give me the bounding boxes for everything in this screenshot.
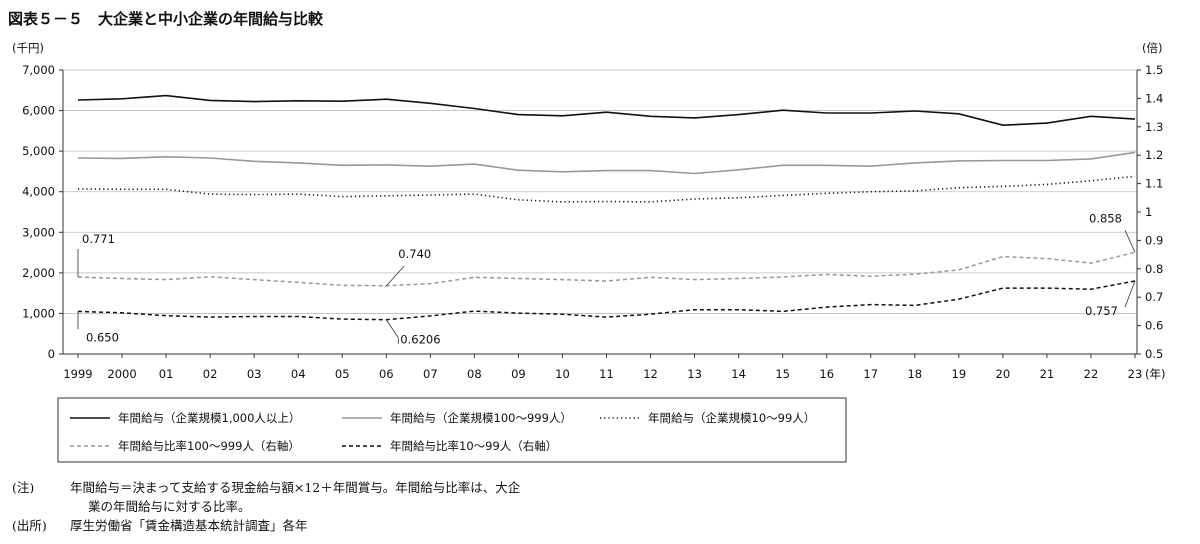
note-label: (注): [12, 480, 35, 495]
x-tick-label: 04: [291, 367, 306, 381]
legend-label-0: 年間給与（企業規模1,000人以上）: [118, 411, 300, 425]
grid-lines: [63, 69, 1137, 314]
y-right-tick-label: 1.2: [1145, 148, 1163, 162]
figure-title: 図表５－５ 大企業と中小企業の年間給与比較: [8, 10, 324, 28]
source-label: (出所): [12, 518, 47, 533]
y-left-tick-label: 0: [48, 347, 55, 361]
x-tick-label: 16: [819, 367, 834, 381]
annotation-label: 0.6206: [400, 333, 440, 347]
x-tick-label: 22: [1084, 367, 1099, 381]
x-tick-label: 17: [863, 367, 878, 381]
x-tick-label: 21: [1040, 367, 1055, 381]
source-text: 厚生労働省「賃金構造基本統計調査」各年: [70, 518, 308, 533]
annotation-leader: [1124, 280, 1136, 308]
y-right-tick-label: 0.5: [1145, 347, 1163, 361]
x-tick-label: 02: [203, 367, 218, 381]
y-right-tick-label: 1: [1145, 205, 1152, 219]
series-line-3: [77, 251, 1136, 287]
series-lines: [77, 94, 1136, 321]
notes: (注) 年間給与＝決まって支給する現金給与額×12＋年間賞与。年間給与比率は、大…: [12, 478, 520, 535]
annotation-leader: [385, 319, 399, 338]
x-tick-label: 09: [511, 367, 526, 381]
x-tick-label: 11: [599, 367, 614, 381]
x-tick-label: 10: [555, 367, 570, 381]
y-right-tick-label: 0.7: [1145, 290, 1163, 304]
note-line-2: 業の年間給与に対する比率。: [88, 499, 251, 514]
x-tick-label: 19: [952, 367, 967, 381]
legend-label-3: 年間給与比率100～999人（右軸）: [118, 439, 300, 453]
series-line-4: [77, 280, 1136, 321]
y-right-tick-label: 0.8: [1145, 262, 1163, 276]
y-left-tick-label: 1,000: [22, 306, 55, 320]
x-tick-label: 07: [423, 367, 438, 381]
axes: 0 1,000 2,000 3,000 4,000 5,000 6,000 7,000 0.5 0…: [12, 41, 1165, 381]
annotation-leader: [385, 265, 405, 287]
x-tick-label: 20: [996, 367, 1011, 381]
x-tick-label: 01: [159, 367, 174, 381]
y-left-tick-label: 2,000: [22, 266, 55, 280]
y-right-unit: (倍): [1142, 41, 1162, 55]
y-right-tick-label: 0.6: [1145, 319, 1163, 333]
x-tick-label: 1999: [63, 367, 92, 381]
y-right-tick-label: 1.3: [1145, 120, 1163, 134]
annotation-label: 0.650: [86, 330, 119, 344]
legend: 年間給与（企業規模1,000人以上） 年間給与（企業規模100～999人） 年間給与…: [57, 397, 847, 463]
series-line-1: [77, 151, 1136, 175]
y-right-tick-label: 1.5: [1145, 63, 1163, 77]
x-tick-label: 03: [247, 367, 262, 381]
x-tick-label: 18: [907, 367, 922, 381]
y-left-unit: (千円): [12, 41, 44, 55]
series-line-2: [77, 175, 1136, 203]
y-left-tick-label: 5,000: [22, 144, 55, 158]
y-right-tick-label: 1.4: [1145, 91, 1163, 105]
legend-label-2: 年間給与（企業規模10～99人）: [648, 411, 815, 425]
y-left-tick-label: 3,000: [22, 225, 55, 239]
annotation-label: 0.771: [82, 232, 115, 246]
x-tick-label: 13: [687, 367, 702, 381]
annotation-leader: [1124, 230, 1136, 253]
y-left-tick-label: 7,000: [22, 63, 55, 77]
x-tick-label: 15: [775, 367, 790, 381]
x-tick-label: 12: [643, 367, 658, 381]
legend-label-1: 年間給与（企業規模100～999人）: [390, 411, 572, 425]
x-tick-label: 23: [1128, 367, 1143, 381]
x-tick-label: 06: [379, 367, 394, 381]
annotation-label: 0.858: [1089, 211, 1122, 225]
x-tick-label: 14: [731, 367, 746, 381]
y-left-tick-label: 6,000: [22, 104, 55, 118]
x-unit: (年): [1145, 367, 1165, 381]
y-left-tick-label: 4,000: [22, 185, 55, 199]
series-line-0: [77, 94, 1136, 127]
x-tick-label: 2000: [107, 367, 136, 381]
legend-label-4: 年間給与比率10～99人（右軸）: [390, 439, 557, 453]
x-tick-label: 08: [467, 367, 482, 381]
annotation-label: 0.757: [1085, 304, 1118, 318]
y-right-tick-label: 0.9: [1145, 233, 1163, 247]
legend-box: [57, 397, 847, 463]
x-tick-label: 05: [335, 367, 350, 381]
y-right-tick-label: 1.1: [1145, 177, 1163, 191]
annotation-label: 0.740: [398, 247, 431, 261]
note-line-1: 年間給与＝決まって支給する現金給与額×12＋年間賞与。年間給与比率は、大企: [70, 480, 521, 495]
annotations: 0.771 0.740 0.858 0.650 0.6206 0.757: [77, 211, 1136, 347]
